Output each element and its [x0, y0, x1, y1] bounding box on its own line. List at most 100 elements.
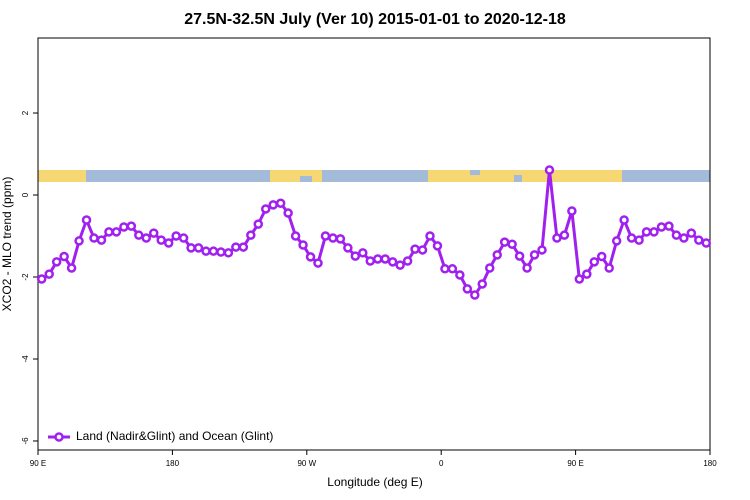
- data-point: [664, 221, 674, 231]
- data-point: [484, 263, 495, 273]
- data-point: [492, 250, 502, 260]
- x-tick-label: 90 W: [297, 459, 316, 468]
- y-axis-label: XCO2 - MLO trend (ppm): [0, 177, 14, 312]
- data-point: [679, 233, 689, 243]
- data-point: [365, 256, 376, 266]
- ocean-segment: [322, 170, 428, 182]
- data-point: [201, 246, 211, 256]
- data-point: [283, 208, 293, 218]
- data-point: [529, 250, 540, 260]
- y-tick-label: -4: [21, 355, 30, 363]
- data-point: [432, 241, 443, 251]
- land-segment: [38, 170, 86, 182]
- y-tick-label: -2: [21, 273, 30, 281]
- data-point: [611, 236, 622, 246]
- data-point: [193, 243, 204, 253]
- data-point: [350, 251, 361, 261]
- data-point: [253, 219, 264, 229]
- data-point: [74, 236, 84, 246]
- data-point: [402, 256, 413, 266]
- land-segment: [428, 170, 622, 182]
- data-point: [395, 260, 405, 270]
- land-ocean-strip: [38, 170, 710, 182]
- data-point: [559, 230, 570, 240]
- data-point: [686, 228, 697, 238]
- x-tick-label: 0: [439, 459, 444, 468]
- x-tick-label: 180: [166, 459, 180, 468]
- legend-label: Land (Nadir&Glint) and Ocean (Glint): [76, 429, 273, 443]
- data-point: [328, 233, 338, 243]
- data-point: [134, 230, 144, 240]
- data-point: [544, 165, 555, 175]
- data-point: [335, 234, 346, 244]
- data-point: [387, 257, 398, 267]
- data-point: [649, 227, 659, 237]
- data-point: [619, 215, 629, 225]
- data-point: [126, 221, 137, 231]
- data-point: [604, 263, 614, 273]
- data-point: [522, 263, 532, 273]
- data-point: [238, 242, 249, 252]
- data-point: [231, 242, 241, 252]
- data-point: [462, 284, 473, 294]
- data-point: [104, 227, 114, 237]
- data-point: [477, 279, 488, 289]
- data-point: [36, 274, 47, 284]
- ocean-segment: [514, 175, 522, 182]
- data-point: [358, 248, 368, 258]
- ocean-segment: [300, 176, 312, 182]
- ocean-segment: [86, 170, 270, 182]
- data-point: [119, 222, 129, 232]
- data-point: [626, 233, 637, 243]
- y-tick-label: -6: [21, 437, 30, 445]
- data-point: [141, 233, 152, 243]
- y-tick-label: 0: [21, 192, 30, 197]
- x-axis-label: Longitude (deg E): [327, 475, 422, 489]
- data-point: [694, 235, 704, 245]
- ocean-segment: [622, 170, 710, 182]
- data-point: [305, 252, 316, 262]
- data-point: [425, 231, 435, 241]
- data-point: [589, 257, 600, 267]
- data-point: [163, 238, 174, 248]
- data-point: [208, 246, 219, 256]
- data-point: [701, 238, 712, 248]
- data-point: [268, 200, 278, 210]
- data-point: [51, 257, 62, 267]
- data-point: [111, 227, 122, 237]
- data-point: [455, 270, 465, 280]
- data-point: [223, 248, 234, 258]
- data-point: [216, 247, 226, 257]
- data-point: [44, 269, 54, 279]
- data-point: [156, 235, 166, 245]
- legend-marker: [54, 432, 64, 442]
- data-point: [59, 251, 69, 262]
- ocean-segment: [470, 170, 480, 175]
- data-point: [567, 206, 577, 216]
- data-point: [81, 215, 92, 225]
- data-point: [596, 251, 607, 262]
- data-point: [470, 290, 480, 300]
- data-point: [499, 237, 510, 247]
- data-point: [343, 243, 353, 253]
- data-point: [290, 231, 301, 241]
- data-point: [171, 231, 181, 241]
- data-point: [275, 198, 286, 208]
- legend: Land (Nadir&Glint) and Ocean (Glint): [48, 429, 273, 443]
- data-point: [671, 230, 682, 240]
- data-point: [656, 222, 667, 232]
- data-point: [380, 254, 390, 264]
- data-point: [372, 254, 383, 264]
- data-point: [96, 235, 107, 245]
- x-tick-label: 90 E: [567, 459, 583, 468]
- data-point: [417, 245, 428, 255]
- data-point: [440, 264, 450, 274]
- data-point: [66, 263, 77, 273]
- data-point: [410, 244, 420, 254]
- data-point: [582, 269, 592, 279]
- data-point: [313, 258, 323, 268]
- data-point: [298, 240, 308, 250]
- data-point: [89, 233, 99, 243]
